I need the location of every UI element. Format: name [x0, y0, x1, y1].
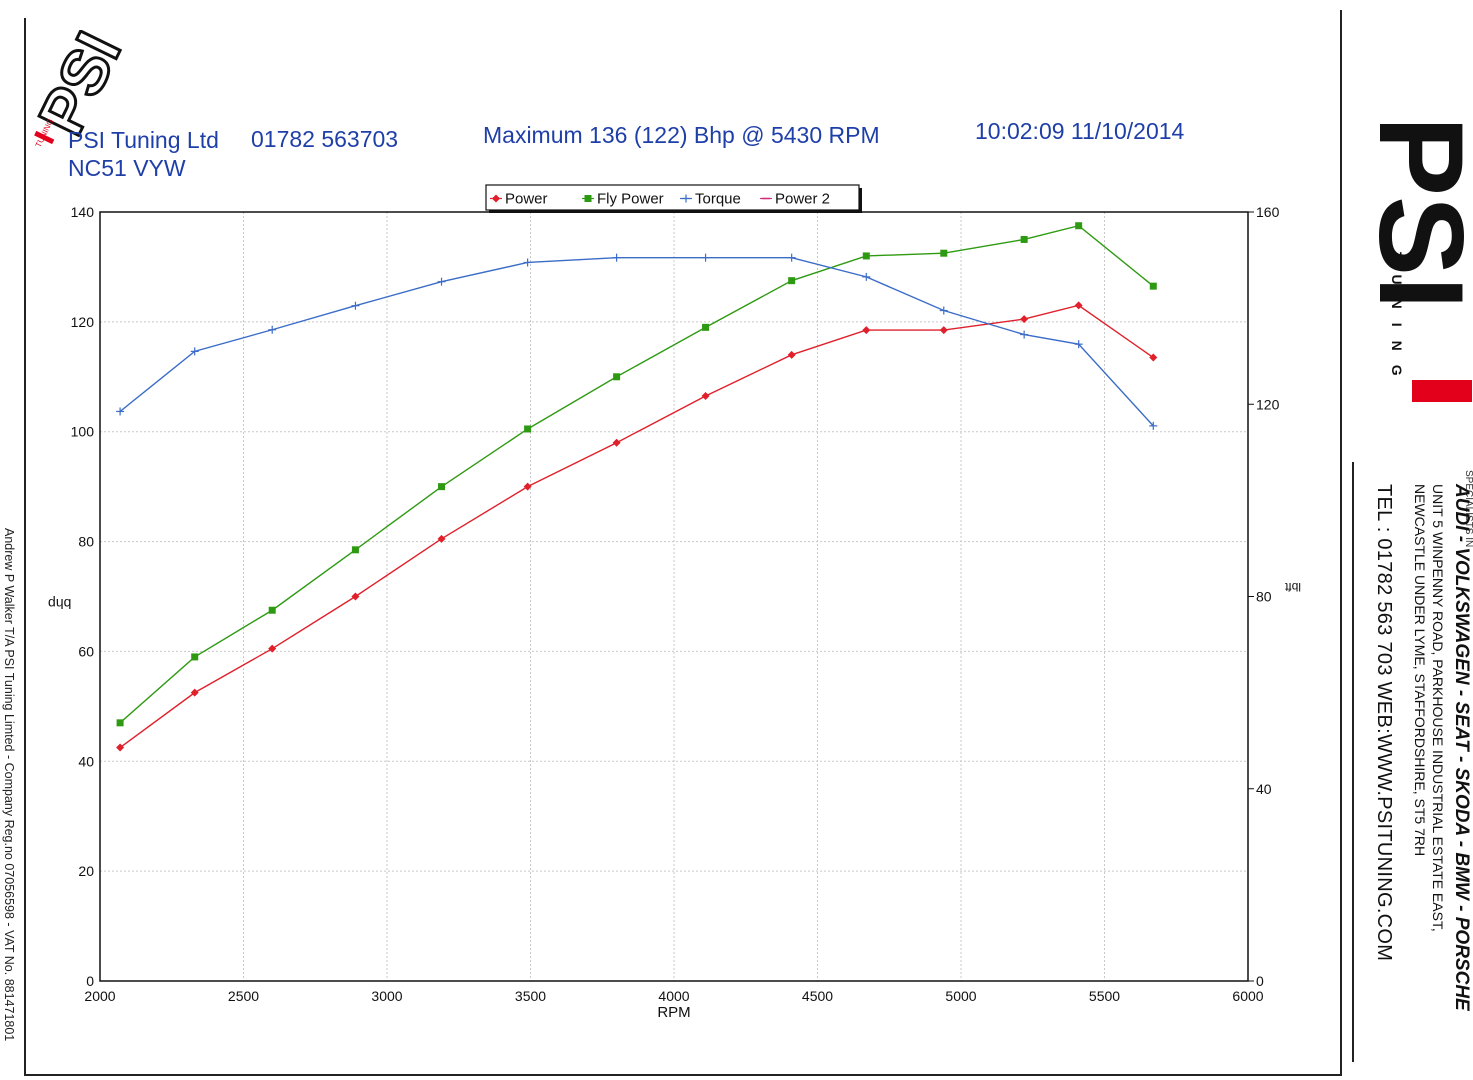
x-tick-label: 5500	[1089, 988, 1120, 1004]
y-axis-right-ticks: 0 40 80 120 160	[1248, 204, 1280, 989]
x-tick-label: 4500	[802, 988, 833, 1004]
legend-marker-power	[492, 194, 500, 203]
y-left-tick-label: 80	[78, 534, 94, 550]
series-layer	[116, 222, 1158, 752]
data-point-power	[268, 644, 277, 653]
data-point-power	[351, 592, 360, 601]
data-point-torque	[787, 253, 796, 262]
data-point-power	[190, 688, 199, 697]
legend-marker-fly-power	[584, 195, 592, 202]
chart-legend: Power Fly Power Torque Power 2	[485, 184, 862, 213]
svg-text:TUNING: TUNING	[1389, 252, 1405, 390]
company-phone: 01782 563703	[251, 126, 399, 152]
data-point-power	[939, 326, 948, 335]
x-axis-ticks: 2000 2500 3000 3500 4000 4500 5000 5500 6000	[84, 988, 1263, 1004]
x-tick-label: 4000	[658, 988, 689, 1004]
data-point-fly-power	[1020, 235, 1028, 243]
legend-marker-torque	[682, 194, 690, 203]
page-border-right	[1340, 10, 1342, 1076]
y-right-tick-label: 80	[1256, 589, 1272, 605]
y-left-tick-label: 120	[71, 314, 95, 330]
data-point-torque	[116, 407, 125, 416]
y-left-tick-label: 140	[71, 204, 95, 220]
x-tick-label: 5000	[945, 988, 976, 1004]
legend-label-fly-power: Fly Power	[597, 191, 664, 208]
psi-small-logo: PSI TUNING	[28, 30, 136, 149]
legend-label-power-2: Power 2	[775, 191, 830, 208]
data-point-fly-power	[524, 425, 532, 433]
data-point-fly-power	[788, 277, 796, 285]
company-name: PSI Tuning Ltd	[68, 127, 219, 153]
x-tick-label: 3500	[515, 988, 546, 1004]
series-line-torque	[119, 256, 1154, 427]
data-point-power	[1074, 301, 1083, 310]
data-point-torque	[1074, 340, 1083, 349]
data-point-power	[116, 743, 125, 752]
series-line-fly-power	[119, 224, 1154, 724]
legend-label-torque: Torque	[695, 191, 741, 208]
data-point-power	[701, 392, 710, 401]
data-point-torque	[612, 253, 621, 262]
legend-box	[485, 184, 860, 211]
x-tick-label: 6000	[1232, 988, 1263, 1004]
data-point-fly-power	[1149, 282, 1157, 290]
data-point-fly-power	[268, 606, 276, 614]
data-point-power	[862, 326, 871, 335]
x-tick-label: 3000	[371, 988, 402, 1004]
svg-text:PSI: PSI	[1372, 116, 1472, 309]
data-point-fly-power	[613, 373, 621, 381]
y-axis-left-ticks: 0 20 40 60 80 100 120 140	[71, 204, 95, 989]
data-point-fly-power	[438, 483, 446, 491]
sidebar-divider	[1352, 462, 1354, 1062]
series-line-power	[119, 304, 1154, 749]
data-point-torque	[1149, 421, 1158, 430]
data-point-fly-power	[702, 323, 710, 331]
data-point-power	[1149, 353, 1158, 362]
y-left-tick-label: 40	[78, 753, 94, 769]
data-point-fly-power	[191, 653, 199, 661]
psi-large-logo: PSI TUNING	[1372, 116, 1472, 402]
vehicle-registration: NC51 VYW	[68, 155, 186, 181]
page-border-bottom	[24, 1074, 1340, 1076]
data-point-fly-power	[351, 546, 359, 554]
data-point-torque	[268, 325, 277, 334]
data-point-fly-power	[1075, 222, 1083, 230]
data-point-torque	[523, 258, 532, 267]
y-left-tick-label: 0	[86, 973, 94, 989]
x-tick-label: 2000	[84, 988, 115, 1004]
data-point-power	[1020, 315, 1029, 324]
page-border-left	[24, 18, 26, 1076]
data-point-torque	[351, 301, 360, 310]
y-left-tick-label: 100	[71, 424, 95, 440]
y-right-tick-label: 120	[1256, 396, 1280, 412]
data-point-fly-power	[940, 249, 948, 257]
y-right-tick-label: 160	[1256, 204, 1280, 220]
y-right-tick-label: 40	[1256, 781, 1272, 797]
y-left-tick-label: 20	[78, 863, 94, 879]
data-point-torque	[939, 306, 948, 315]
data-point-torque	[1020, 330, 1029, 339]
data-point-torque	[190, 347, 199, 356]
data-point-power	[612, 438, 621, 447]
y-left-tick-label: 60	[78, 643, 94, 659]
data-point-torque	[862, 272, 871, 281]
x-tick-label: 2500	[228, 988, 259, 1004]
data-point-torque	[701, 253, 710, 262]
legend-label-power: Power	[505, 191, 548, 208]
maximum-power-readout: Maximum 136 (122) Bhp @ 5430 RPM	[483, 122, 880, 148]
data-point-power	[787, 350, 796, 359]
data-point-torque	[437, 277, 446, 286]
data-point-fly-power	[116, 719, 124, 727]
data-point-power	[437, 534, 446, 543]
data-point-fly-power	[862, 252, 870, 260]
run-timestamp: 10:02:09 11/10/2014	[975, 118, 1185, 144]
data-point-power	[523, 482, 532, 491]
y-right-tick-label: 0	[1256, 973, 1264, 989]
x-axis-title: RPM	[657, 1004, 690, 1021]
